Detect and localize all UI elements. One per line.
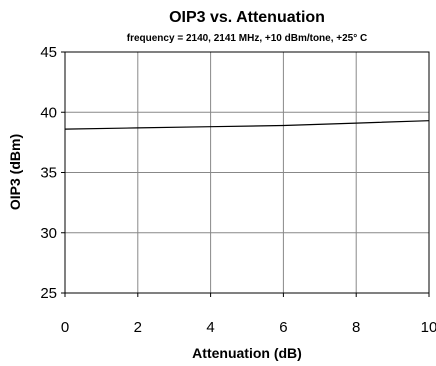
y-tick-label: 25 [40, 285, 57, 302]
x-tick-label: 10 [421, 319, 436, 336]
chart-title: OIP3 vs. Attenuation [169, 9, 325, 26]
x-tick-label: 8 [352, 319, 360, 336]
series-group [64, 120, 430, 130]
x-tick-label: 6 [279, 319, 287, 336]
y-tick-label: 35 [40, 165, 57, 182]
y-axis-label: OIP3 (dBm) [7, 134, 23, 210]
x-tick-label: 0 [61, 319, 69, 336]
y-axis: 25 30 35 40 45 [40, 44, 65, 302]
chart-subtitle: frequency = 2140, 2141 MHz, +10 dBm/tone… [127, 33, 368, 44]
y-tick-label: 45 [40, 44, 57, 61]
y-tick-label: 30 [40, 225, 57, 242]
x-axis: 0 2 4 6 8 10 [61, 293, 436, 336]
series-line-0 [64, 120, 430, 130]
x-tick-label: 2 [134, 319, 142, 336]
x-tick-label: 4 [206, 319, 214, 336]
y-tick-label: 40 [40, 104, 57, 121]
x-axis-label: Attenuation (dB) [192, 345, 302, 361]
grid [65, 52, 429, 293]
